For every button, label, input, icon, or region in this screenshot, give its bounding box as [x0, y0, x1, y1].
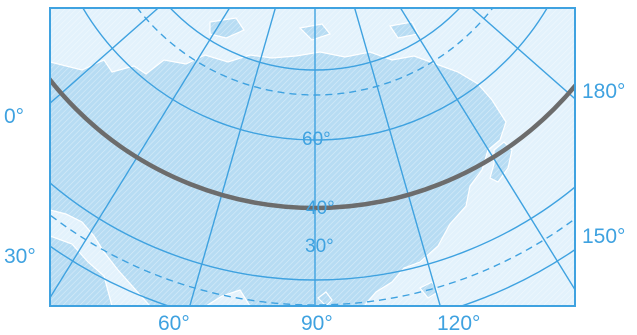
parallel-dashed-arctic [136, 8, 494, 96]
label-lon-60: 60° [158, 312, 190, 335]
label-lon-90: 90° [301, 312, 333, 335]
parallel-70 [169, 8, 461, 71]
label-lon-0: 0° [4, 105, 24, 128]
label-lat-40: 40° [306, 198, 335, 219]
label-lon-120: 120° [437, 312, 480, 335]
label-lon-150: 150° [582, 225, 625, 248]
label-lon-180: 180° [582, 80, 625, 103]
label-lon-30: 30° [4, 245, 36, 268]
map-frame [49, 7, 576, 307]
meridian-0 [50, 8, 160, 105]
meridian-120 [353, 8, 441, 306]
label-lat-60: 60° [302, 129, 331, 150]
meridian-60 [189, 8, 277, 306]
meridian-180 [470, 8, 575, 100]
label-lat-30: 30° [305, 236, 334, 257]
parallel-60 [82, 8, 548, 141]
highlight-arc [50, 76, 575, 211]
parallel-30 [50, 181, 575, 281]
